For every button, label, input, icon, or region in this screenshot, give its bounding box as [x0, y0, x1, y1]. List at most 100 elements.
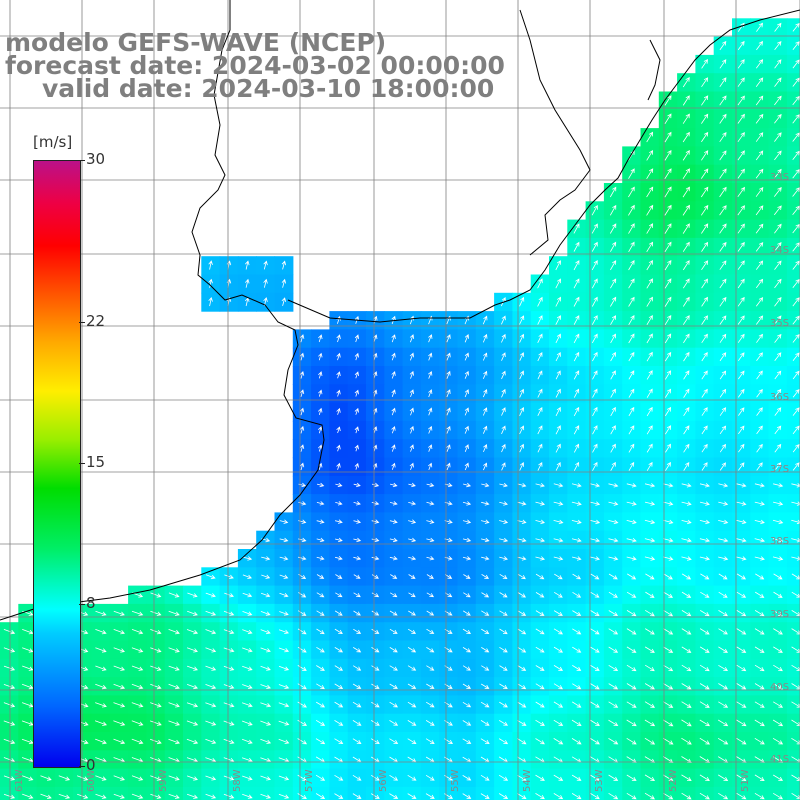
wind-arrow	[371, 519, 380, 524]
wind-arrow	[772, 719, 784, 727]
wind-arrow	[407, 701, 417, 708]
wind-arrow	[425, 720, 435, 726]
wind-arrow	[736, 483, 747, 488]
wind-cell	[786, 622, 800, 642]
wind-cell	[732, 237, 751, 257]
wind-arrow	[480, 701, 490, 708]
colorbar-tick-mark	[79, 160, 85, 161]
wind-cell	[768, 128, 788, 147]
wind-cell	[603, 347, 623, 367]
wind-arrow	[736, 719, 747, 727]
wind-arrow	[426, 574, 434, 579]
wind-arrow	[241, 720, 253, 726]
wind-arrow	[699, 719, 711, 727]
wind-arrow	[718, 483, 729, 488]
wind-cell	[658, 128, 678, 147]
wind-arrow	[22, 629, 34, 635]
wind-arrow	[463, 574, 471, 579]
wind-arrow	[701, 407, 708, 416]
wind-arrow	[298, 537, 307, 543]
wind-arrow	[699, 483, 710, 488]
wind-arrow	[700, 573, 710, 580]
wind-cell	[658, 109, 678, 129]
wind-arrow	[113, 720, 126, 726]
wind-arrow	[719, 443, 726, 453]
wind-arrow	[573, 333, 580, 344]
wind-cell	[750, 329, 770, 349]
wind-arrow	[573, 388, 580, 398]
wind-cell	[512, 439, 532, 459]
wind-arrow	[664, 315, 672, 326]
wind-cell	[732, 54, 751, 74]
wind-cell	[713, 274, 733, 294]
wind-arrow	[241, 702, 253, 708]
wind-arrow	[644, 683, 655, 690]
wind-arrow	[480, 720, 490, 726]
wind-arrow	[553, 719, 564, 726]
wind-cell	[640, 256, 660, 276]
wind-arrow	[663, 664, 674, 672]
wind-arrow	[644, 483, 656, 488]
wind-cell	[549, 311, 568, 330]
wind-arrow	[462, 628, 472, 635]
wind-arrow	[792, 41, 800, 50]
wind-arrow	[590, 573, 600, 580]
wind-arrow	[555, 406, 561, 417]
wind-arrow	[646, 259, 653, 271]
wind-arrow	[700, 591, 710, 598]
wind-cell	[786, 384, 800, 404]
wind-arrow	[299, 334, 305, 343]
wind-cell	[549, 256, 568, 276]
wind-arrow	[701, 131, 709, 143]
wind-arrow	[279, 611, 289, 616]
wind-arrow	[736, 628, 747, 635]
wind-arrow	[407, 647, 417, 653]
wind-arrow	[334, 683, 344, 690]
wind-cell	[658, 329, 678, 349]
wind-cell	[530, 384, 550, 404]
wind-arrow	[352, 720, 362, 726]
wind-cell	[786, 494, 800, 513]
wind-arrow	[646, 351, 653, 362]
wind-arrow	[737, 388, 745, 398]
wind-arrow	[21, 683, 34, 690]
wind-cell	[603, 274, 623, 294]
wind-cell	[677, 91, 696, 111]
wind-cell	[768, 402, 788, 422]
wind-cell	[292, 786, 312, 800]
map-title: modelo GEFS-WAVE (NCEP)	[5, 28, 387, 57]
wind-arrow	[590, 719, 600, 727]
wind-arrow	[428, 334, 433, 343]
wind-arrow	[278, 629, 289, 634]
wind-arrow	[241, 738, 253, 744]
wind-arrow	[3, 775, 16, 781]
wind-cell	[530, 420, 550, 440]
wind-arrow	[755, 132, 764, 142]
wind-arrow	[610, 351, 616, 362]
wind-cell	[585, 256, 605, 276]
wind-arrow	[501, 425, 506, 435]
wind-arrow	[646, 223, 654, 234]
wind-arrow	[626, 573, 637, 580]
wind-arrow	[462, 665, 471, 671]
wind-cell	[512, 457, 532, 477]
wind-arrow	[353, 501, 361, 506]
wind-cell	[640, 201, 660, 221]
wind-arrow	[590, 538, 601, 543]
wind-arrow	[297, 628, 307, 635]
wind-cell	[713, 219, 733, 239]
wind-cell	[311, 786, 330, 800]
wind-arrow	[462, 775, 472, 781]
wind-arrow	[792, 278, 800, 289]
wind-arrow	[462, 647, 472, 653]
wind-arrow	[572, 665, 582, 671]
wind-arrow	[646, 278, 653, 289]
wind-arrow	[573, 241, 580, 252]
wind-arrow	[425, 774, 435, 781]
wind-cell	[713, 91, 733, 111]
wind-arrow	[186, 738, 199, 745]
wind-cell	[585, 329, 605, 349]
wind-arrow	[573, 406, 580, 417]
wind-arrow	[682, 76, 690, 88]
wind-cell	[146, 786, 166, 800]
